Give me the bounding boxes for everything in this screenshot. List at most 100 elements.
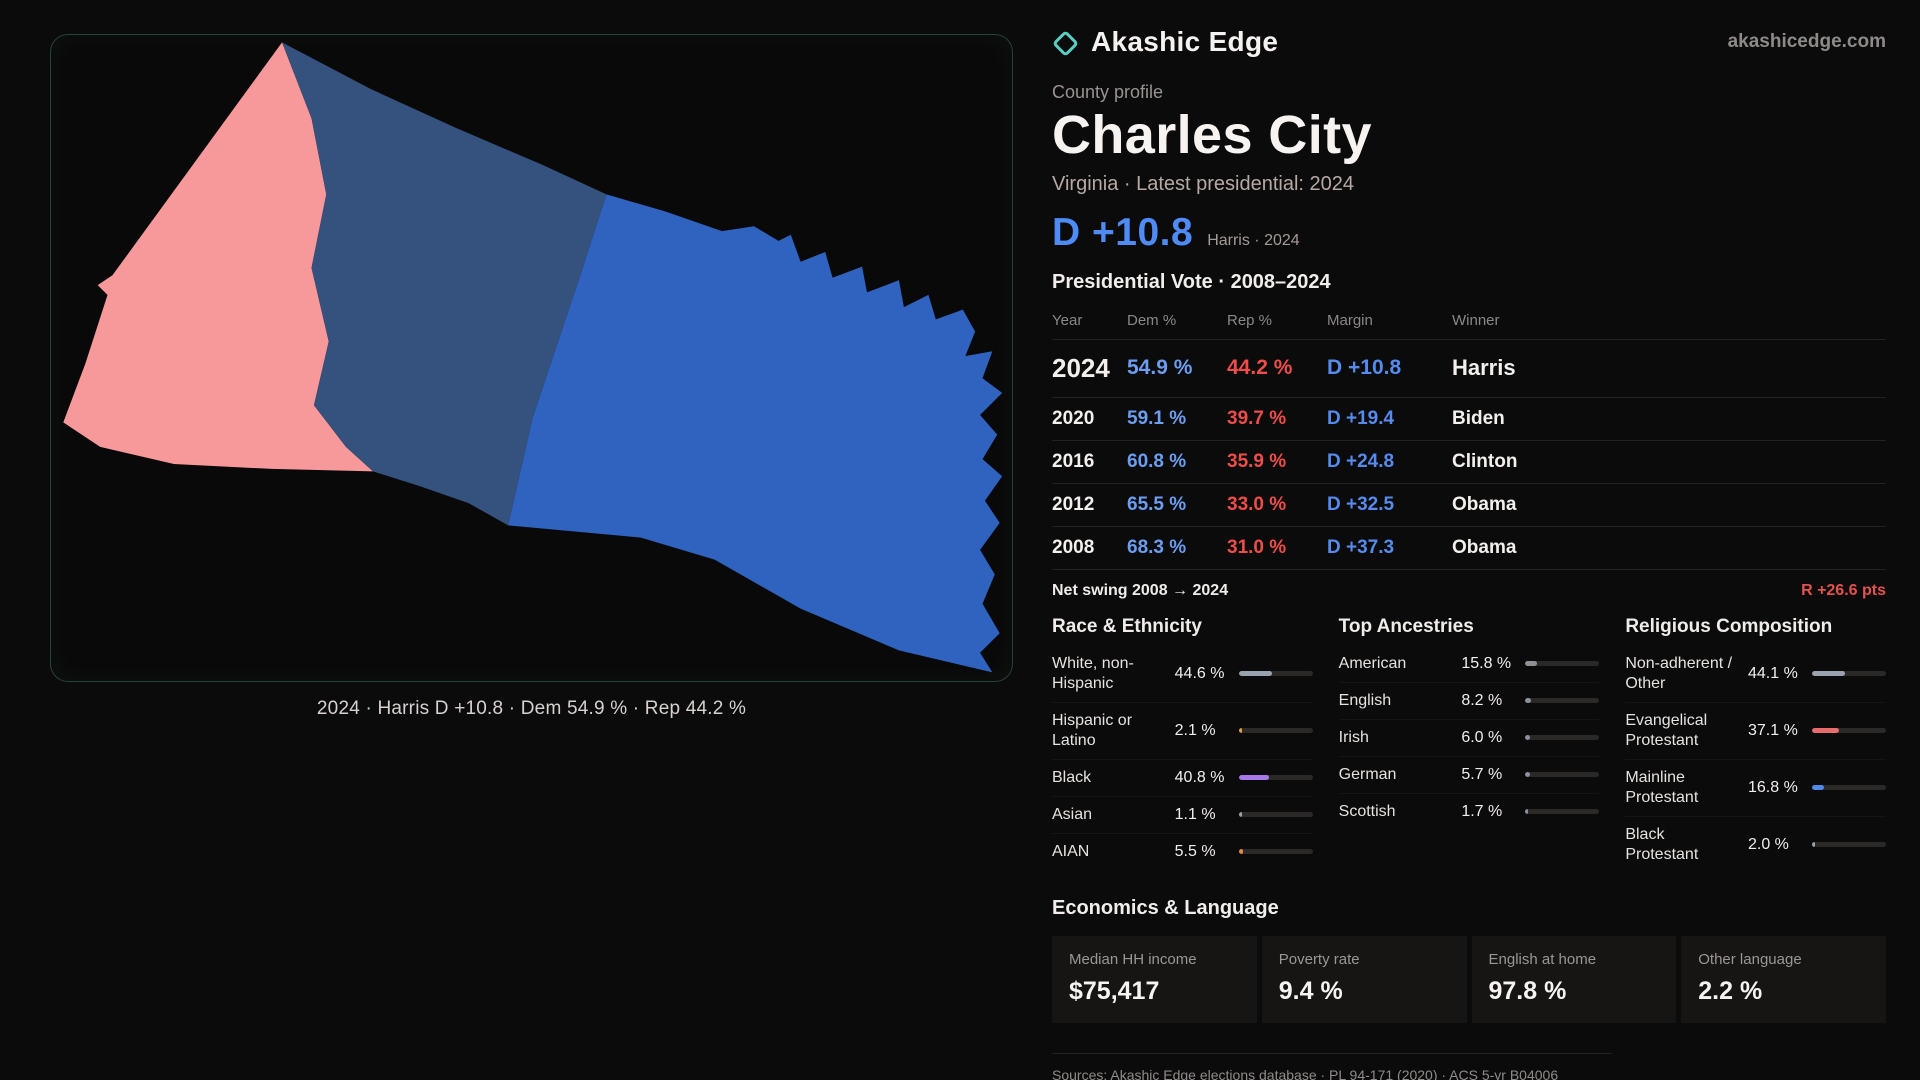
metric-value: 44.1 % xyxy=(1747,664,1798,682)
demographics-columns: Race & Ethnicity White, non-Hispanic 44.… xyxy=(1052,616,1886,873)
metric-value: 5.5 % xyxy=(1174,842,1216,860)
vote-table-column-header: Dem % xyxy=(1127,311,1177,329)
county-title: Charles City xyxy=(1052,105,1372,165)
county-map-panel xyxy=(50,34,1013,682)
vote-table-column-header: Year xyxy=(1052,311,1083,329)
economics-title: Economics & Language xyxy=(1052,896,1279,919)
metric-bar-fill xyxy=(1525,661,1538,667)
metric-label: AIAN xyxy=(1052,842,1090,860)
metric-bar-track xyxy=(1811,671,1886,677)
metric-bar-fill xyxy=(1525,735,1530,741)
metric-label: Asian xyxy=(1052,805,1093,823)
vote-table-row: 2020 59.1 % 39.7 % D +19.4 Biden xyxy=(1052,398,1886,441)
cell-winner: Biden xyxy=(1452,407,1505,429)
metric-value: 37.1 % xyxy=(1747,721,1798,739)
cell-rep: 35.9 % xyxy=(1227,450,1287,472)
brand-name: Akashic Edge xyxy=(1091,26,1279,57)
metric-bar-track xyxy=(1525,772,1600,778)
stat-value: $75,417 xyxy=(1069,976,1160,1005)
app-header: Akashic Edge akashicedge.com xyxy=(1052,26,1886,58)
religion-list: Non-adherent / Other 44.1 % Evangelical … xyxy=(1625,646,1886,873)
cell-rep: 31.0 % xyxy=(1227,536,1287,558)
vote-table-column-header: Rep % xyxy=(1227,311,1273,329)
stat-box: English at home 97.8 % xyxy=(1471,935,1677,1023)
profile-kicker: County profile xyxy=(1052,82,1164,102)
ancestries-title: Top Ancestries xyxy=(1338,615,1474,637)
race-ethnicity-column: Race & Ethnicity White, non-Hispanic 44.… xyxy=(1052,616,1313,873)
ancestries-list: American 15.8 % English 8.2 % xyxy=(1338,646,1600,830)
county-profile-panel: Akashic Edge akashicedge.com County prof… xyxy=(1052,26,1886,1080)
metric-row: Non-adherent / Other 44.1 % xyxy=(1625,646,1886,703)
headline-margin-note: Harris · 2024 xyxy=(1207,231,1300,249)
metric-row: Black 40.8 % xyxy=(1052,760,1313,797)
metric-row: White, non-Hispanic 44.6 % xyxy=(1052,646,1313,703)
cell-year: 2020 xyxy=(1052,407,1095,429)
metric-row: Scottish 1.7 % xyxy=(1339,794,1600,830)
cell-year: 2024 xyxy=(1052,352,1110,383)
metric-bar-fill xyxy=(1811,671,1845,677)
cell-rep: 39.7 % xyxy=(1227,407,1287,429)
cell-winner: Clinton xyxy=(1452,450,1518,472)
map-region-west[interactable] xyxy=(63,42,373,472)
metric-row: English 8.2 % xyxy=(1338,683,1600,720)
metric-label: Irish xyxy=(1338,728,1369,746)
stat-label: English at home xyxy=(1488,950,1597,968)
vote-table-header: Year Dem % Rep % Margin Winner xyxy=(1052,304,1886,340)
metric-value: 1.7 % xyxy=(1461,802,1503,820)
metric-row: American 15.8 % xyxy=(1338,646,1600,683)
cell-margin: D +19.4 xyxy=(1327,407,1395,429)
vote-table-title: Presidential Vote · 2008–2024 xyxy=(1052,270,1331,293)
metric-bar-fill xyxy=(1811,785,1825,791)
net-swing-value: R +26.6 pts xyxy=(1801,581,1886,599)
metric-label: American xyxy=(1338,654,1407,672)
metric-label: Non-adherent / Other xyxy=(1625,654,1733,692)
metric-row: German 5.7 % xyxy=(1338,757,1600,794)
metric-label: White, non-Hispanic xyxy=(1052,654,1134,692)
metric-label: English xyxy=(1338,691,1392,709)
footer-sources: Sources: Akashic Edge elections database… xyxy=(1052,1066,1559,1080)
stat-box: Poverty rate 9.4 % xyxy=(1261,935,1467,1023)
vote-table-row: 2008 68.3 % 31.0 % D +37.3 Obama xyxy=(1052,527,1886,570)
vote-table-row: 2016 60.8 % 35.9 % D +24.8 Clinton xyxy=(1052,441,1886,484)
stat-value: 97.8 % xyxy=(1488,976,1567,1005)
cell-rep: 33.0 % xyxy=(1227,493,1287,515)
stat-label: Other language xyxy=(1698,950,1802,968)
brand-diamond-icon xyxy=(1052,29,1079,57)
metric-label: Hispanic or Latino xyxy=(1052,711,1133,749)
vote-table: Year Dem % Rep % Margin Winner 2024 54.9 % 4… xyxy=(1052,304,1886,602)
metric-bar-track xyxy=(1525,661,1600,667)
metric-label: German xyxy=(1338,765,1397,783)
metric-value: 16.8 % xyxy=(1747,778,1798,796)
map-region-central[interactable] xyxy=(282,42,607,526)
stat-box: Median HH income $75,417 xyxy=(1052,935,1257,1023)
headline-margin-value: D +10.8 xyxy=(1052,210,1194,254)
map-region-east[interactable] xyxy=(508,194,1003,673)
metric-bar-fill xyxy=(1238,812,1242,818)
metric-bar-fill xyxy=(1811,842,1815,848)
metric-value: 5.7 % xyxy=(1461,765,1503,783)
metric-bar-fill xyxy=(1238,775,1269,781)
net-swing-label: Net swing 2008 → 2024 xyxy=(1052,581,1229,599)
metric-row: AIAN 5.5 % xyxy=(1052,834,1313,870)
vote-table-body: 2024 54.9 % 44.2 % D +10.8 Harris 2020 5… xyxy=(1052,340,1886,570)
metric-bar-fill xyxy=(1525,772,1530,778)
metric-row: Asian 1.1 % xyxy=(1052,797,1313,834)
footer: Sources: Akashic Edge elections database… xyxy=(1052,1052,1612,1080)
metric-row: Black Protestant 2.0 % xyxy=(1625,817,1886,873)
metric-row: Irish 6.0 % xyxy=(1338,720,1600,757)
cell-dem: 59.1 % xyxy=(1127,407,1187,429)
cell-winner: Obama xyxy=(1452,493,1517,515)
stat-label: Median HH income xyxy=(1069,950,1197,968)
county-subtitle: Virginia · Latest presidential: 2024 xyxy=(1052,172,1355,195)
metric-label: Mainline Protestant xyxy=(1625,768,1699,806)
net-swing-row: Net swing 2008 → 2024 R +26.6 pts xyxy=(1052,570,1886,602)
metric-value: 1.1 % xyxy=(1174,805,1216,823)
metric-bar-track xyxy=(1238,671,1313,677)
cell-dem: 65.5 % xyxy=(1127,493,1187,515)
metric-row: Evangelical Protestant 37.1 % xyxy=(1625,703,1886,760)
metric-bar-track xyxy=(1238,812,1313,818)
metric-bar-fill xyxy=(1238,671,1272,677)
brand-website-link[interactable]: akashicedge.com xyxy=(1727,31,1886,52)
metric-bar-track xyxy=(1811,728,1886,734)
cell-year: 2012 xyxy=(1052,493,1095,515)
